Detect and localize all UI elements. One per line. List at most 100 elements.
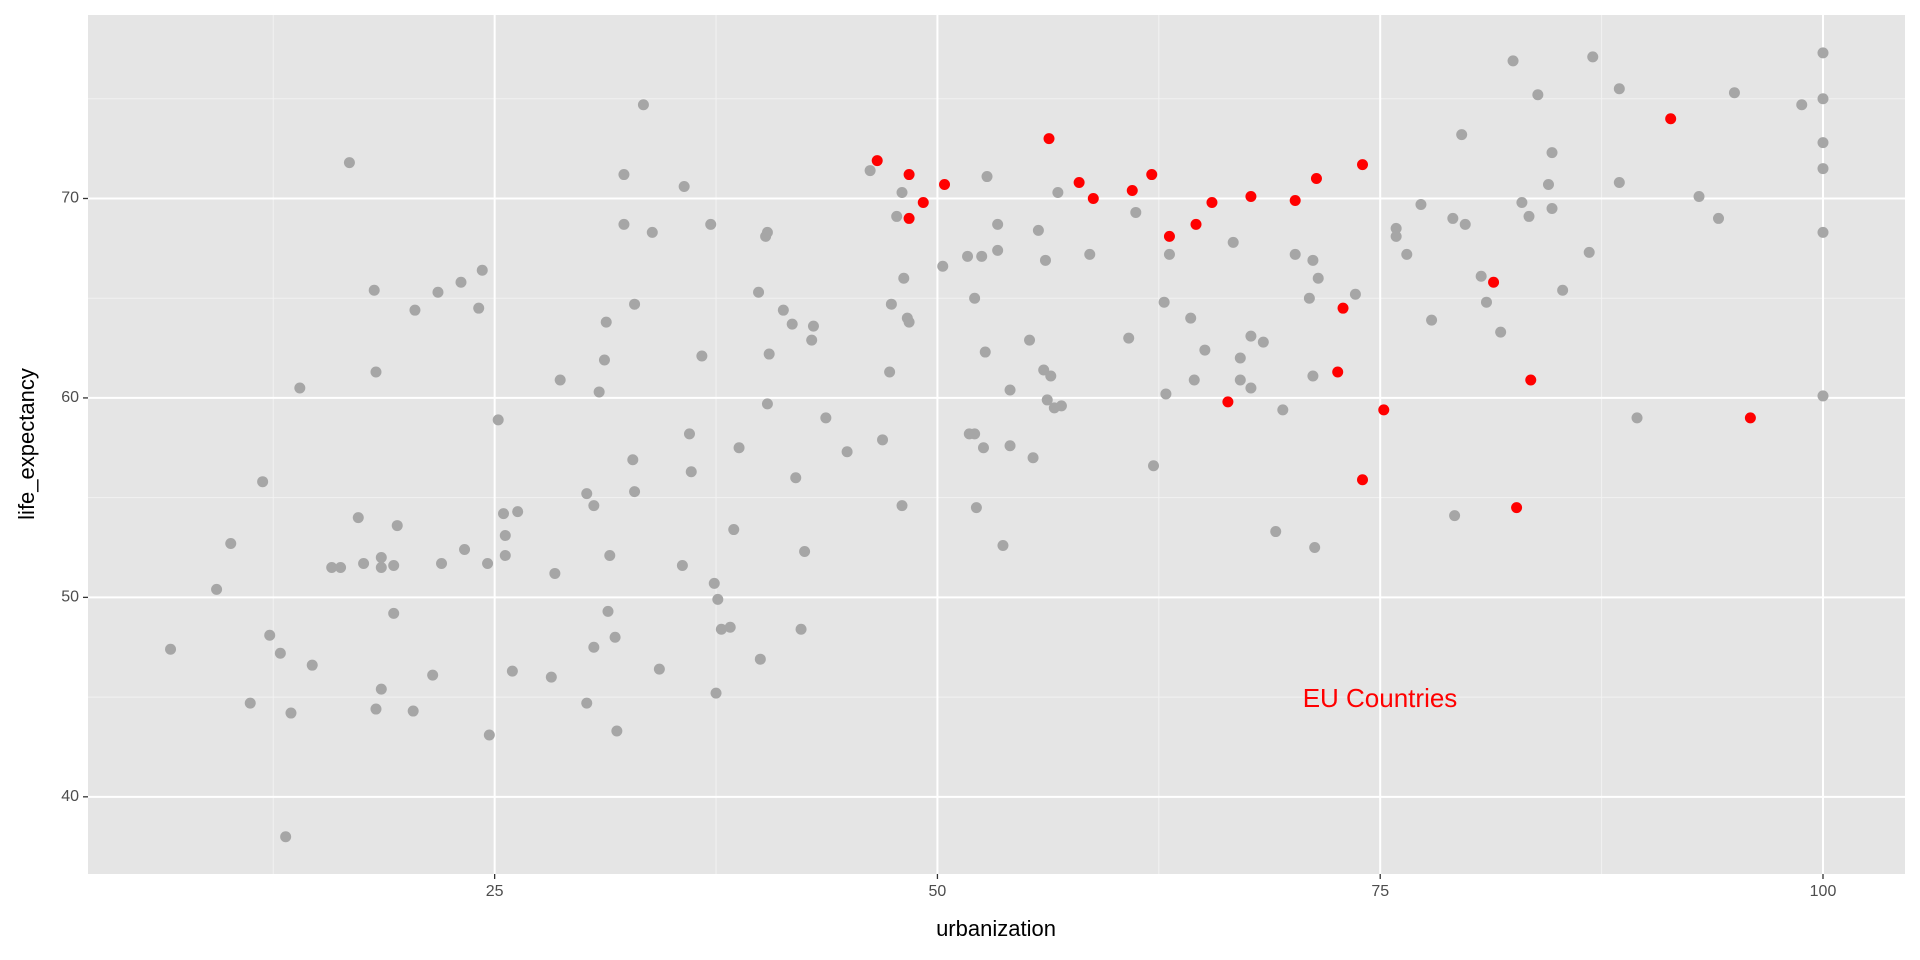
point — [1146, 169, 1158, 181]
point — [1126, 185, 1138, 197]
point — [1516, 196, 1528, 208]
point — [1310, 173, 1322, 185]
point — [1190, 218, 1202, 230]
point — [1631, 412, 1643, 424]
point — [1713, 212, 1725, 224]
point — [1459, 218, 1471, 230]
point — [244, 697, 256, 709]
x-axis-title: urbanization — [936, 916, 1056, 941]
point — [1728, 87, 1740, 99]
point — [492, 414, 504, 426]
point — [1546, 147, 1558, 159]
point — [600, 316, 612, 328]
point — [211, 583, 223, 595]
point — [753, 286, 765, 298]
y-tick-label: 70 — [61, 190, 79, 207]
point — [506, 665, 518, 677]
x-tick-label: 75 — [1371, 883, 1389, 900]
point — [618, 218, 630, 230]
point — [1041, 394, 1053, 406]
y-tick-label: 60 — [61, 389, 79, 406]
point — [427, 669, 439, 681]
point — [1817, 226, 1829, 238]
point — [1222, 396, 1234, 408]
y-tick-label: 40 — [61, 788, 79, 805]
point — [1337, 302, 1349, 314]
point — [459, 544, 471, 556]
point — [653, 663, 665, 675]
point — [264, 629, 276, 641]
point — [352, 512, 364, 524]
point — [898, 272, 910, 284]
point — [512, 506, 524, 518]
point — [1160, 388, 1172, 400]
point — [795, 623, 807, 635]
point — [609, 631, 621, 643]
point — [388, 559, 400, 571]
point — [1390, 222, 1402, 234]
x-tick-label: 50 — [929, 883, 947, 900]
y-axis-title: life_expectancy — [14, 368, 39, 520]
point — [1480, 296, 1492, 308]
point — [588, 641, 600, 653]
point — [1796, 99, 1808, 111]
point — [799, 546, 811, 558]
point — [903, 169, 915, 181]
point — [939, 179, 951, 191]
point — [1488, 276, 1500, 288]
point — [280, 831, 292, 843]
point — [554, 374, 566, 386]
point — [733, 442, 745, 454]
point — [1532, 89, 1544, 101]
point — [708, 577, 720, 589]
point — [498, 508, 510, 520]
point — [1024, 334, 1036, 346]
x-tick-label: 25 — [486, 883, 504, 900]
point — [1123, 332, 1135, 344]
point — [629, 298, 641, 310]
point — [1312, 272, 1324, 284]
point — [1415, 198, 1427, 210]
point — [326, 561, 338, 573]
point — [549, 567, 561, 579]
point — [903, 212, 915, 224]
point — [1693, 190, 1705, 202]
point — [343, 157, 355, 169]
point — [1234, 352, 1246, 364]
point — [432, 286, 444, 298]
point — [761, 398, 773, 410]
point — [724, 621, 736, 633]
point — [937, 260, 949, 272]
point — [970, 502, 982, 514]
point — [715, 623, 727, 635]
point — [388, 607, 400, 619]
y-tick-label: 50 — [61, 589, 79, 606]
point — [1055, 400, 1067, 412]
point — [807, 320, 819, 332]
point — [885, 298, 897, 310]
point — [705, 218, 717, 230]
point — [409, 304, 421, 316]
point — [1817, 137, 1829, 149]
point — [1303, 292, 1315, 304]
point — [696, 350, 708, 362]
point — [637, 99, 649, 111]
point — [976, 250, 988, 262]
point — [1045, 370, 1057, 382]
point — [1523, 210, 1535, 222]
point — [335, 561, 347, 573]
point — [1401, 248, 1413, 260]
point — [1188, 374, 1200, 386]
point — [1148, 460, 1160, 472]
point — [1378, 404, 1390, 416]
annotation: EU Countries — [1303, 683, 1458, 713]
point — [391, 520, 403, 532]
point — [1817, 390, 1829, 402]
point — [1507, 55, 1519, 67]
point — [285, 707, 297, 719]
point — [1307, 254, 1319, 266]
point — [683, 428, 695, 440]
point — [992, 218, 1004, 230]
point — [1817, 93, 1829, 105]
point — [917, 196, 929, 208]
